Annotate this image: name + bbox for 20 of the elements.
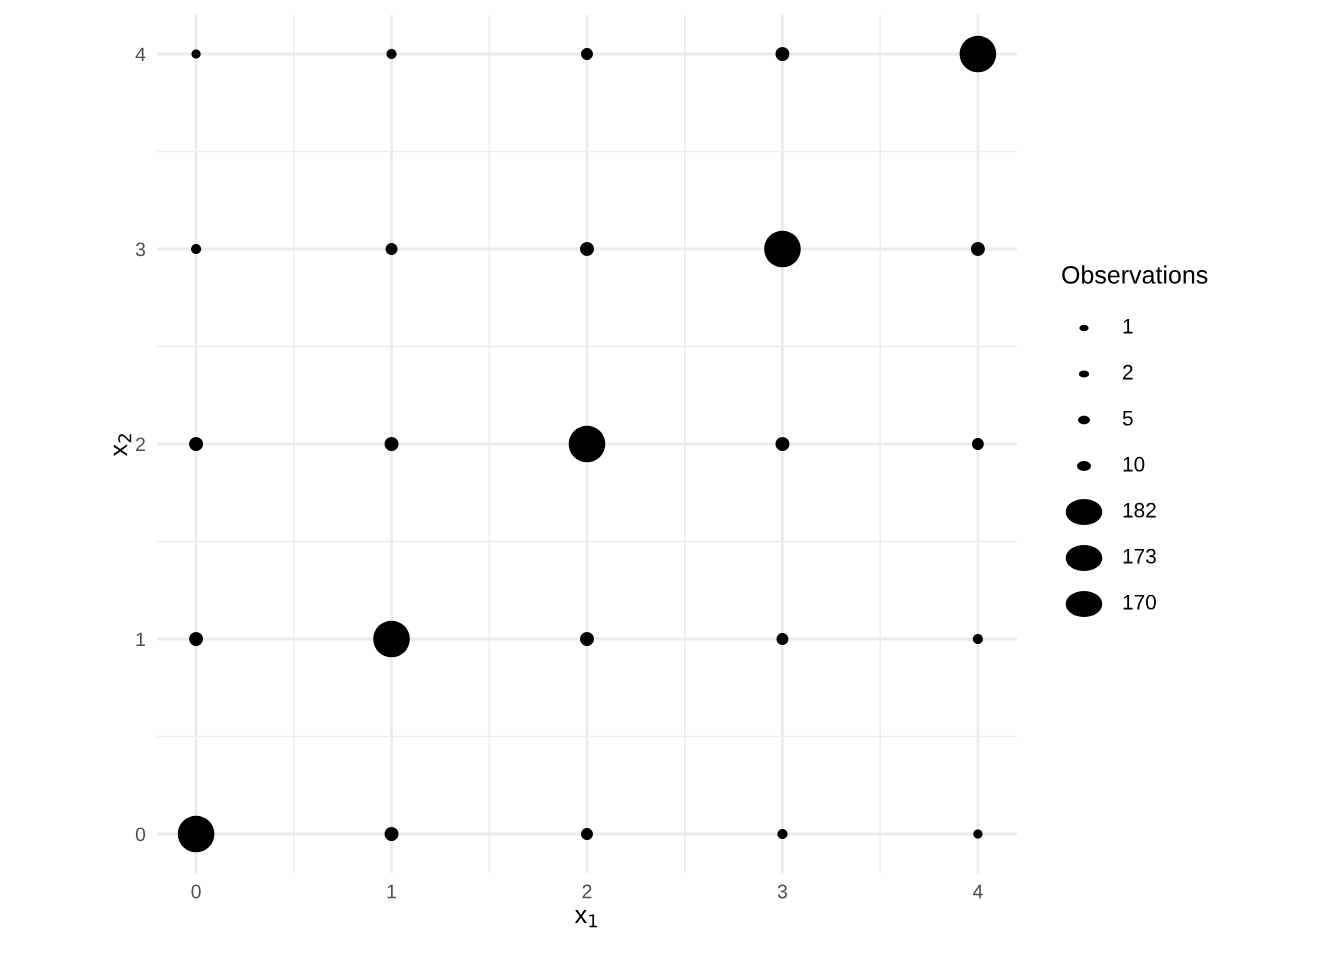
- legend-title: Observations: [1062, 265, 1208, 284]
- text: 170: [1123, 594, 1156, 610]
- x-tick-label: 4: [972, 884, 983, 899]
- text: 10: [1123, 456, 1145, 472]
- text: 1: [1123, 319, 1133, 334]
- x-tick-label: 1: [387, 884, 396, 899]
- text: 173: [1123, 548, 1156, 564]
- y-tick-label: 0: [135, 827, 146, 842]
- text: 2: [1123, 364, 1133, 380]
- x-tick-label: 2: [582, 884, 592, 899]
- x-tick-label: 3: [777, 884, 788, 899]
- y-tick-label: 4: [135, 47, 146, 62]
- x-tick-label: 0: [191, 884, 201, 899]
- y-axis-title: x$_{2}$: [113, 434, 132, 457]
- text: 182: [1123, 502, 1156, 518]
- x-axis-title: x$_{1}$: [574, 909, 597, 928]
- text: 5: [1122, 411, 1133, 426]
- y-tick-label: 3: [135, 242, 146, 257]
- y-tick-label: 1: [136, 632, 145, 647]
- y-tick-label: 2: [136, 437, 145, 452]
